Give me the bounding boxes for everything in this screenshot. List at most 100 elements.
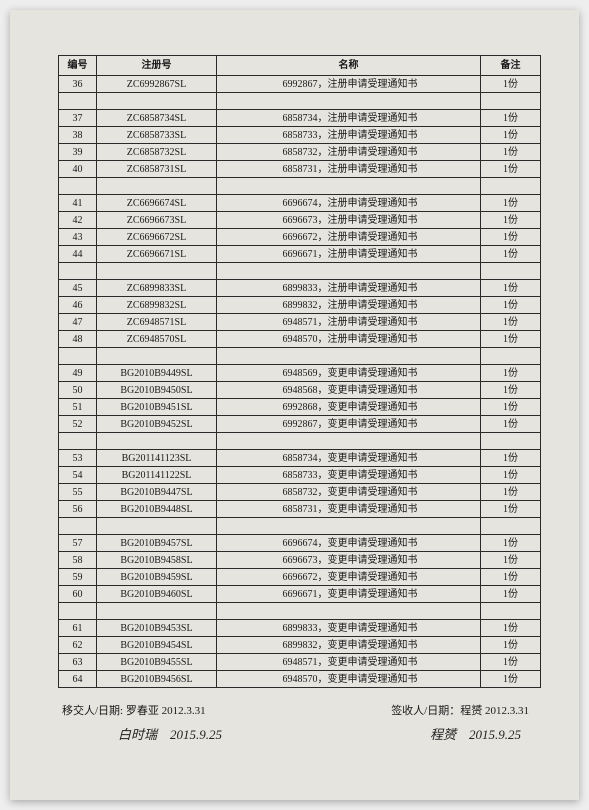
cell-reg: BG2010B9458SL: [97, 552, 217, 569]
table-row: 45ZC6899833SL6899833，注册申请受理通知书1份: [59, 280, 541, 297]
table-row: 46ZC6899832SL6899832，注册申请受理通知书1份: [59, 297, 541, 314]
cell-reg: ZC6858733SL: [97, 127, 217, 144]
cell-name: 6858731，变更申请受理通知书: [217, 501, 481, 518]
cell-reg: BG2010B9449SL: [97, 365, 217, 382]
cell-name: 6696674，变更申请受理通知书: [217, 535, 481, 552]
cell-remark: 1份: [481, 586, 541, 603]
cell-name: 6899832，注册申请受理通知书: [217, 297, 481, 314]
cell-remark: 1份: [481, 501, 541, 518]
cell-num: 38: [59, 127, 97, 144]
cell-name: 6948571，注册申请受理通知书: [217, 314, 481, 331]
registration-table: 编号 注册号 名称 备注 36ZC6992867SL6992867，注册申请受理…: [58, 55, 541, 688]
cell-remark: 1份: [481, 450, 541, 467]
cell-remark: 1份: [481, 229, 541, 246]
spacer-row: [59, 603, 541, 620]
cell-remark: 1份: [481, 144, 541, 161]
cell-remark: 1份: [481, 314, 541, 331]
table-row: 59BG2010B9459SL6696672，变更申请受理通知书1份: [59, 569, 541, 586]
header-name: 名称: [217, 56, 481, 76]
cell-num: 54: [59, 467, 97, 484]
cell-name: 6696673，变更申请受理通知书: [217, 552, 481, 569]
cell-reg: BG2010B9447SL: [97, 484, 217, 501]
header-num: 编号: [59, 56, 97, 76]
cell-remark: 1份: [481, 297, 541, 314]
signature-left: 白时瑞 2015.9.25: [118, 724, 222, 743]
cell-name: 6948570，变更申请受理通知书: [217, 671, 481, 688]
cell-num: 58: [59, 552, 97, 569]
cell-reg: BG2010B9452SL: [97, 416, 217, 433]
cell-remark: 1份: [481, 195, 541, 212]
spacer-row: [59, 93, 541, 110]
spacer-row: [59, 518, 541, 535]
spacer-row: [59, 348, 541, 365]
cell-name: 6696674，注册申请受理通知书: [217, 195, 481, 212]
table-row: 39ZC6858732SL6858732，注册申请受理通知书1份: [59, 144, 541, 161]
cell-name: 6899833，变更申请受理通知书: [217, 620, 481, 637]
cell-remark: 1份: [481, 382, 541, 399]
cell-remark: 1份: [481, 416, 541, 433]
table-row: 58BG2010B9458SL6696673，变更申请受理通知书1份: [59, 552, 541, 569]
cell-reg: BG2010B9457SL: [97, 535, 217, 552]
cell-num: 61: [59, 620, 97, 637]
table-row: 54BG201141122SL6858733，变更申请受理通知书1份: [59, 467, 541, 484]
table-row: 47ZC6948571SL6948571，注册申请受理通知书1份: [59, 314, 541, 331]
cell-remark: 1份: [481, 246, 541, 263]
header-reg: 注册号: [97, 56, 217, 76]
cell-remark: 1份: [481, 620, 541, 637]
table-row: 37ZC6858734SL6858734，注册申请受理通知书1份: [59, 110, 541, 127]
table-row: 63BG2010B9455SL6948571，变更申请受理通知书1份: [59, 654, 541, 671]
cell-reg: ZC6899832SL: [97, 297, 217, 314]
cell-name: 6696672，变更申请受理通知书: [217, 569, 481, 586]
table-row: 49BG2010B9449SL6948569，变更申请受理通知书1份: [59, 365, 541, 382]
cell-num: 36: [59, 76, 97, 93]
cell-remark: 1份: [481, 365, 541, 382]
cell-name: 6992867，变更申请受理通知书: [217, 416, 481, 433]
cell-num: 47: [59, 314, 97, 331]
table-row: 48ZC6948570SL6948570，注册申请受理通知书1份: [59, 331, 541, 348]
cell-reg: ZC6992867SL: [97, 76, 217, 93]
cell-num: 52: [59, 416, 97, 433]
cell-remark: 1份: [481, 484, 541, 501]
cell-name: 6858734，注册申请受理通知书: [217, 110, 481, 127]
table-row: 36ZC6992867SL6992867，注册申请受理通知书1份: [59, 76, 541, 93]
cell-name: 6992867，注册申请受理通知书: [217, 76, 481, 93]
cell-remark: 1份: [481, 331, 541, 348]
cell-reg: BG2010B9460SL: [97, 586, 217, 603]
cell-num: 46: [59, 297, 97, 314]
cell-remark: 1份: [481, 280, 541, 297]
cell-reg: ZC6696671SL: [97, 246, 217, 263]
cell-num: 50: [59, 382, 97, 399]
cell-name: 6858734，变更申请受理通知书: [217, 450, 481, 467]
table-row: 64BG2010B9456SL6948570，变更申请受理通知书1份: [59, 671, 541, 688]
cell-num: 41: [59, 195, 97, 212]
cell-reg: BG201141123SL: [97, 450, 217, 467]
table-row: 44ZC6696671SL6696671，注册申请受理通知书1份: [59, 246, 541, 263]
cell-remark: 1份: [481, 110, 541, 127]
cell-name: 6948568，变更申请受理通知书: [217, 382, 481, 399]
cell-num: 53: [59, 450, 97, 467]
cell-remark: 1份: [481, 467, 541, 484]
cell-reg: BG2010B9453SL: [97, 620, 217, 637]
cell-num: 55: [59, 484, 97, 501]
cell-reg: ZC6858731SL: [97, 161, 217, 178]
spacer-row: [59, 263, 541, 280]
cell-num: 39: [59, 144, 97, 161]
cell-remark: 1份: [481, 552, 541, 569]
cell-reg: BG201141122SL: [97, 467, 217, 484]
footer-row: 移交人/日期: 罗春亚 2012.3.31 签收人/日期：程赟 2012.3.3…: [58, 702, 541, 718]
spacer-row: [59, 178, 541, 195]
cell-num: 51: [59, 399, 97, 416]
cell-name: 6696671，注册申请受理通知书: [217, 246, 481, 263]
table-row: 57BG2010B9457SL6696674，变更申请受理通知书1份: [59, 535, 541, 552]
cell-num: 60: [59, 586, 97, 603]
cell-reg: ZC6899833SL: [97, 280, 217, 297]
cell-num: 49: [59, 365, 97, 382]
table-row: 51BG2010B9451SL6992868，变更申请受理通知书1份: [59, 399, 541, 416]
receiver-label: 签收人/日期：程赟 2012.3.31: [391, 702, 529, 718]
cell-name: 6696673，注册申请受理通知书: [217, 212, 481, 229]
cell-reg: ZC6948571SL: [97, 314, 217, 331]
cell-reg: BG2010B9454SL: [97, 637, 217, 654]
cell-num: 57: [59, 535, 97, 552]
table-row: 55BG2010B9447SL6858732，变更申请受理通知书1份: [59, 484, 541, 501]
cell-reg: ZC6696674SL: [97, 195, 217, 212]
